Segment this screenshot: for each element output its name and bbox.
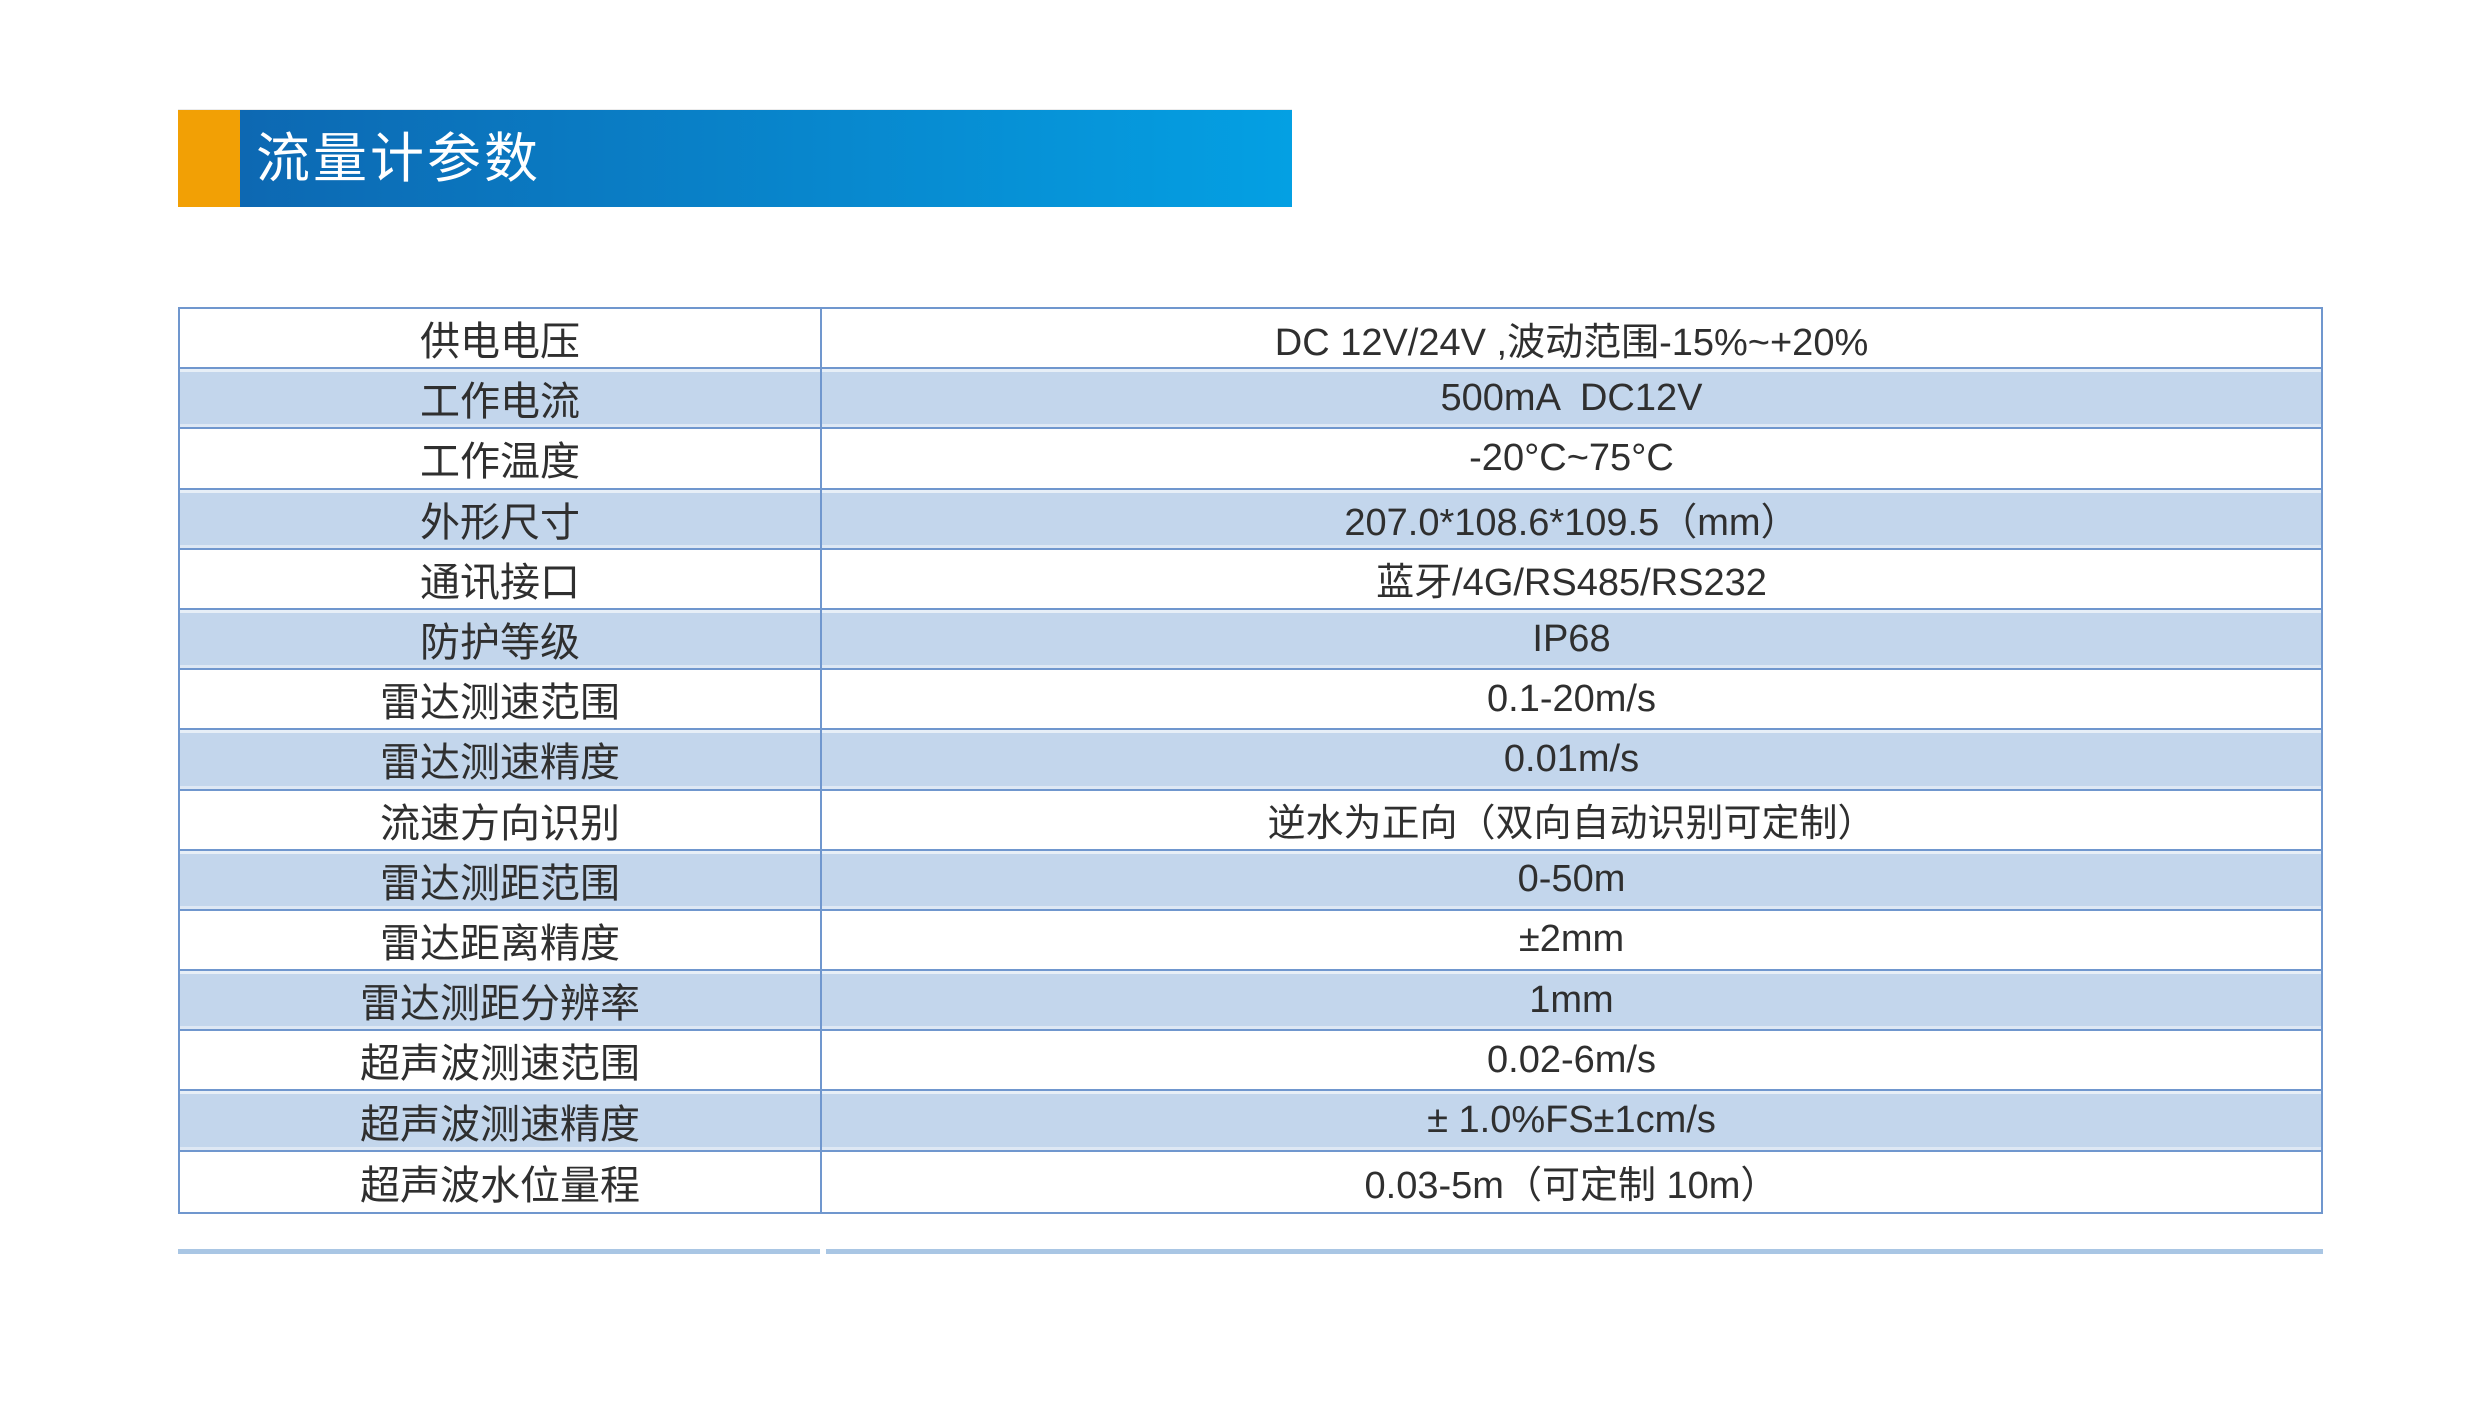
row-value-cell: 0-50m [1517,858,1626,901]
header-banner: 流量计参数 [178,110,1292,207]
table-row: 雷达测速精度 0.01m/s [180,730,2321,791]
row-value-cell: ± 1.0%FS±1cm/s [1427,1099,1716,1142]
row-label-cell: 供电电压 [180,309,822,368]
row-label-cell: 工作温度 [180,429,822,488]
bottom-edge-right-segment [826,1249,2323,1254]
row-label-cell: 雷达距离精度 [180,910,822,970]
row-value-cell: 1mm [1529,978,1614,1021]
row-value-cell: -20°C~75°C [1469,436,1674,479]
row-value-cell: 逆水为正向（双向自动识别可定制） [1267,803,1876,846]
row-value-cell: 0.01m/s [1503,737,1640,780]
row-label-cell: 通讯接口 [180,549,822,608]
row-value-cell: 500mA DC12V [1440,376,1703,419]
table-row: 超声波水位量程 0.03-5m（可定制 10m） [180,1151,2321,1212]
row-value-cell: 207.0*108.6*109.5（mm） [1344,502,1799,545]
row-value-cell: 0.1-20m/s [1487,677,1656,720]
table-row: 超声波测速精度 ± 1.0%FS±1cm/s [180,1091,2321,1152]
row-value-cell: DC 12V/24V ,波动范围-15%~+20% [1274,321,1869,364]
page-title: 流量计参数 [256,128,541,189]
table-bottom-edge [178,1249,2323,1254]
spec-table: 供电电压 DC 12V/24V ,波动范围-15%~+20% 工作电流 500m… [178,307,2323,1214]
row-label-cell: 防护等级 [180,609,822,669]
bottom-edge-divider-gap [820,1249,826,1254]
row-label-cell: 超声波测速范围 [180,1031,822,1090]
row-value-cell: 0.03-5m（可定制 10m） [1364,1165,1779,1208]
row-label-cell: 流速方向识别 [180,790,822,849]
row-label-cell: 外形尺寸 [180,489,822,548]
table-row: 防护等级 IP68 [180,609,2321,671]
row-label-cell: 超声波测速精度 [180,1091,822,1150]
row-label-cell: 超声波水位量程 [180,1151,822,1212]
table-row: 雷达测距分辨率 1mm [180,971,2321,1032]
row-label-cell: 工作电流 [180,369,822,428]
table-row: 雷达测距范围 0-50m [180,850,2321,911]
table-row: 外形尺寸 207.0*108.6*109.5（mm） [180,489,2321,550]
table-row: 工作电流 500mA DC12V [180,369,2321,430]
banner-gradient-body: 流量计参数 [240,110,1292,207]
orange-accent-block [178,110,240,207]
row-label-cell: 雷达测距范围 [180,850,822,909]
row-label-cell: 雷达测速精度 [180,730,822,789]
row-value-cell: 蓝牙/4G/RS485/RS232 [1376,562,1767,605]
table-row: 雷达测速范围 0.1-20m/s [180,670,2321,731]
row-value-cell: ±2mm [1518,918,1625,961]
row-label-cell: 雷达测距分辨率 [180,971,822,1030]
table-row: 雷达距离精度 ±2mm [180,910,2321,972]
table-row: 超声波测速范围 0.02-6m/s [180,1031,2321,1092]
row-label-cell: 雷达测速范围 [180,670,822,729]
table-row: 工作温度 -20°C~75°C [180,429,2321,490]
row-value-cell: IP68 [1532,617,1611,660]
table-row: 通讯接口 蓝牙/4G/RS485/RS232 [180,549,2321,610]
bottom-edge-left-segment [178,1249,820,1254]
row-value-cell: 0.02-6m/s [1487,1038,1656,1081]
table-row: 供电电压 DC 12V/24V ,波动范围-15%~+20% [180,309,2321,370]
table-row: 流速方向识别 逆水为正向（双向自动识别可定制） [180,790,2321,851]
